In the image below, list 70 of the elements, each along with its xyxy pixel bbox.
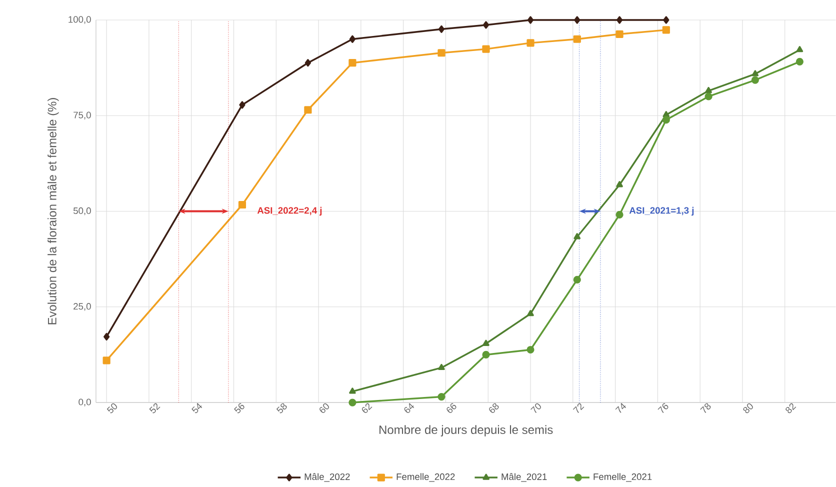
point [438,48,446,57]
legend-label: Femelle_2021 [594,473,652,482]
point [616,30,624,38]
point [752,70,759,76]
x-tick-label: 74 [615,402,626,413]
point [663,16,670,24]
x-tick-label: 70 [530,403,541,413]
point [482,45,490,53]
point [796,46,804,52]
point [573,276,581,284]
y-tick-label: 50,0 [73,207,91,215]
point [616,210,624,218]
x-tick-label: 50 [106,403,118,414]
point [348,58,356,66]
x-tick-label: 76 [658,403,668,413]
point [662,26,670,34]
legend-label: Mâle_2021 [502,473,547,482]
x-tick-label: 72 [572,403,584,413]
point [705,86,712,93]
point [616,16,623,24]
point [482,350,490,358]
legend-label: Mâle_2022 [304,473,350,482]
point [239,100,246,109]
x-tick-label: 64 [404,402,414,413]
y-tick-label: 25,0 [74,302,91,311]
point [482,340,490,346]
legend-label: Femelle_2022 [396,473,455,482]
annotation: ASI_2021=1,3 j [629,206,694,216]
point [526,38,534,47]
point [574,232,581,240]
x-tick-label: 62 [362,403,372,413]
y-tick-label: 0,0 [78,398,91,406]
point [527,16,534,24]
point [349,35,356,43]
point [438,392,446,400]
point [796,58,804,66]
x-tick-label: 58 [276,403,287,414]
x-tick-label: 56 [234,403,244,414]
y-tick-label: 100,0 [68,16,91,24]
point [438,25,445,33]
y-axis-title: Evolution de la floraion mâle et femelle (%) [48,98,59,324]
point [662,116,670,124]
x-tick-label: 82 [786,403,796,414]
x-axis-title: Nombre de jours depuis le semis [379,425,553,436]
point [751,76,759,84]
x-tick-label: 80 [743,403,753,414]
y-tick-label: 75,0 [74,112,91,120]
point [438,364,445,370]
point [704,92,712,100]
point [304,58,312,66]
point [482,21,490,29]
point [304,106,312,114]
point [527,310,534,316]
point [526,346,534,354]
point [348,398,356,406]
x-tick-label: 52 [149,403,160,414]
point [573,35,581,43]
point [102,356,110,364]
point [662,110,670,118]
point [574,16,580,24]
annotation: ASI_2022=2,4 j [257,206,322,216]
point [616,180,623,188]
point [238,200,246,208]
point [104,332,110,340]
x-tick-label: 78 [700,403,711,413]
x-tick-label: 54 [192,402,202,413]
x-tick-label: 68 [489,403,499,413]
x-tick-label: 60 [320,403,329,413]
point [349,387,356,394]
x-tick-label: 66 [446,403,456,413]
